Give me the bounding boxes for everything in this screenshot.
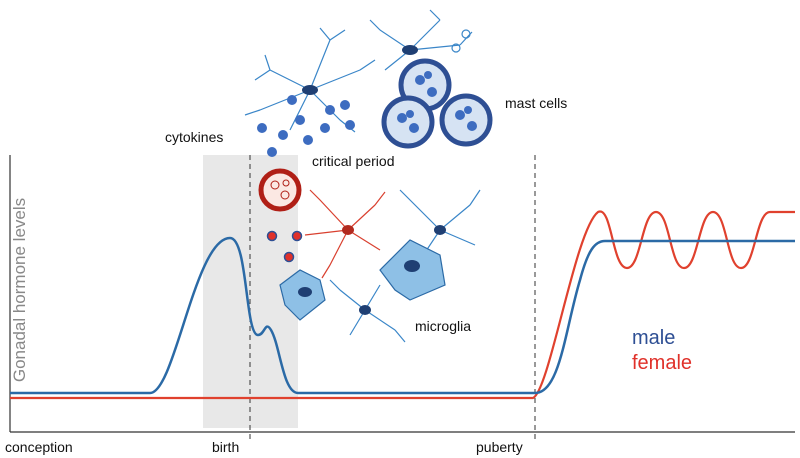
illustration-circle xyxy=(267,147,277,157)
illustration-ellipse xyxy=(434,225,446,235)
illustration-circle xyxy=(258,168,302,212)
illustration-circle xyxy=(303,135,313,145)
y-axis-title: Gonadal hormone levels xyxy=(10,198,29,382)
illustration-circle xyxy=(257,123,267,133)
neuron-nuclei xyxy=(302,45,446,315)
illustration-ellipse xyxy=(359,305,371,315)
illustration-path xyxy=(369,9,473,71)
illustration-circle xyxy=(415,75,425,85)
illustration-circle xyxy=(439,93,493,147)
illustration-circle xyxy=(424,71,432,79)
illustration-path xyxy=(244,27,376,133)
cytokines-label: cytokines xyxy=(165,129,223,145)
activated-microglia xyxy=(304,189,386,279)
illustration-g xyxy=(397,71,477,133)
critical-period-label: critical period xyxy=(312,153,394,169)
illustration-circle xyxy=(320,123,330,133)
illustration-ellipse xyxy=(402,45,418,55)
female-curve xyxy=(10,210,795,400)
x-label: puberty xyxy=(476,439,523,455)
illustration-path xyxy=(329,279,406,343)
x-label: birth xyxy=(212,439,239,455)
illustration-circle xyxy=(270,180,280,190)
illustration-circle xyxy=(427,87,437,97)
illustration-circle xyxy=(464,106,472,114)
illustration-path xyxy=(304,189,386,279)
illustration-circle xyxy=(280,190,290,200)
male-curve xyxy=(10,236,795,395)
x-label: conception xyxy=(5,439,73,455)
mast-cells xyxy=(258,58,493,212)
illustration-circle xyxy=(283,251,295,263)
activated-nucleus xyxy=(342,225,354,235)
illustration-g xyxy=(270,179,290,200)
illustration-circle xyxy=(409,123,419,133)
cytokine-dots xyxy=(257,95,355,157)
red-cytokines xyxy=(266,230,303,263)
illustration-circle xyxy=(325,105,335,115)
illustration-circle xyxy=(282,179,290,187)
illustration-ellipse xyxy=(404,260,420,272)
illustration-circle xyxy=(461,29,471,39)
illustration-circle xyxy=(266,230,278,242)
illustration-circle xyxy=(340,100,350,110)
illustration-circle xyxy=(406,110,414,118)
illustration-circle xyxy=(381,95,435,149)
illustration-circle xyxy=(278,130,288,140)
neurons xyxy=(244,9,481,343)
microglia-nuclei xyxy=(298,260,420,297)
illustration-circle xyxy=(397,113,407,123)
illustration-circle xyxy=(451,43,461,53)
microglia-label: microglia xyxy=(415,318,471,334)
legend-male: male xyxy=(632,327,675,349)
mast-cells-label: mast cells xyxy=(505,95,567,111)
illustration-ellipse xyxy=(302,85,318,95)
illustration-circle xyxy=(291,230,303,242)
illustration-circle xyxy=(455,110,465,120)
illustration-circle xyxy=(345,120,355,130)
illustration-circle xyxy=(295,115,305,125)
illustration-circle xyxy=(467,121,477,131)
illustration-ellipse xyxy=(298,287,312,297)
illustration-path xyxy=(399,189,481,261)
illustration-circle xyxy=(287,95,297,105)
legend-female: female xyxy=(632,352,692,374)
